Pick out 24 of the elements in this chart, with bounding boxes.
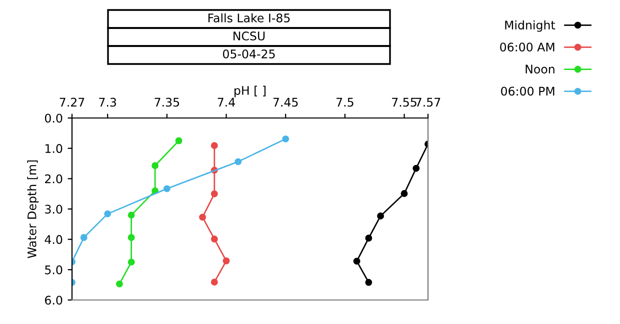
legend-label: 06:00 AM [500,42,554,52]
y-axis-title: Water Depth [m] [27,160,39,258]
x-tick-label: 7.4 [218,98,235,107]
chart-subtitle: NCSU [234,31,265,40]
x-tick-label: 7.55 [392,98,416,107]
x-tick-label: 7.57 [416,98,440,107]
y-tick-label: 3.0 [45,204,62,214]
legend-label: Midnight [505,20,556,32]
x-tick-label: 7.5 [336,98,354,107]
text: 05-04-25 [222,49,275,58]
legend-label: Noon [526,64,554,74]
x-tick-label: 7.27 [60,98,84,107]
y-tick-label: 4.0 [44,235,62,244]
x-axis-title: pH [ ] [234,86,266,98]
x-tick-label: 7.3 [99,98,116,107]
x-tick-label: 7.35 [154,98,180,107]
y-tick-label: 6.0 [45,296,62,305]
y-tick-label: 5.0 [45,265,62,274]
chart-title: Falls Lake I-85 [208,13,290,22]
y-tick-label: 1.0 [45,144,62,153]
legend-label: 06:00 PM [501,86,554,96]
y-tick-label: 0.0 [44,114,62,123]
y-tick-label: 2.0 [45,174,62,184]
x-tick-label: 7.45 [273,98,298,107]
